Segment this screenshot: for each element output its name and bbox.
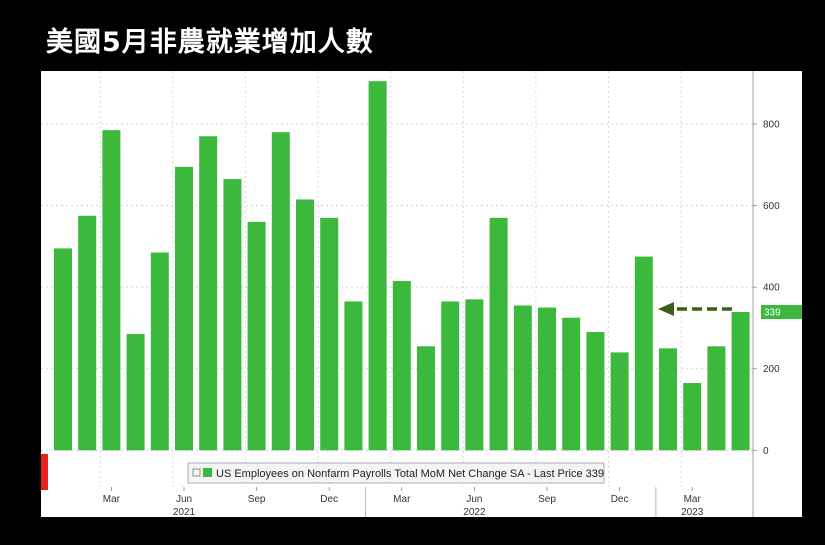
headline: 美國5月非農就業增加人數 — [46, 27, 374, 58]
bar — [634, 256, 653, 451]
last-price-label-text: 339 — [764, 308, 781, 319]
bar — [223, 179, 242, 451]
bar — [731, 312, 750, 451]
bar — [320, 217, 339, 451]
x-tick-label: Dec — [611, 494, 629, 505]
x-tick-label: Dec — [320, 494, 338, 505]
x-axis: Mar Jun 2021 Sep Dec Mar Jun 2022 Sep Dec Mar 2023 — [103, 487, 704, 517]
legend-text: US Employees on Nonfarm Payrolls Total M… — [216, 468, 604, 480]
bar — [247, 221, 266, 451]
bar — [513, 305, 532, 451]
bar — [417, 346, 435, 451]
x-tick-label: Mar — [684, 494, 702, 505]
bar — [344, 301, 363, 451]
bar — [683, 383, 702, 451]
bar — [54, 248, 72, 451]
bar — [78, 215, 97, 451]
bar — [707, 346, 726, 451]
bar — [659, 348, 677, 451]
last-price-label-bg — [761, 305, 802, 320]
bar — [586, 332, 605, 451]
last-price-label: 339 — [761, 305, 802, 320]
bar-chart: 0 200 400 600 800 Mar Jun 2021 Sep Dec Mar Jun 2022… — [41, 71, 802, 517]
legend-expand-icon — [192, 468, 201, 477]
y-tick-label: 400 — [763, 283, 780, 294]
bar — [489, 217, 508, 451]
x-tick-label: Sep — [538, 494, 556, 505]
bar — [150, 252, 169, 451]
bar — [368, 81, 387, 451]
bar — [199, 136, 218, 451]
chart-area: 0 200 400 600 800 Mar Jun 2021 Sep Dec Mar Jun 2022… — [41, 71, 802, 517]
bar — [465, 299, 484, 451]
bar — [271, 132, 290, 451]
x-tick-label: Jun — [466, 494, 482, 505]
y-tick-label: 600 — [763, 201, 780, 212]
bar — [392, 281, 411, 451]
x-tick-label: Jun — [176, 494, 192, 505]
last-price-arrow — [658, 302, 737, 317]
y-tick-label: 0 — [763, 446, 769, 457]
bar — [441, 301, 460, 451]
bar — [296, 199, 314, 451]
x-year-label: 2023 — [681, 507, 704, 517]
x-tick-label: Sep — [248, 494, 266, 505]
arrow-head — [658, 302, 674, 317]
y-axis: 0 200 400 600 800 — [752, 71, 780, 517]
bar — [562, 317, 581, 451]
x-tick-label: Mar — [103, 494, 121, 505]
bars — [54, 81, 750, 451]
bar — [126, 334, 145, 451]
legend-swatch — [203, 468, 212, 477]
x-tick-label: Mar — [393, 494, 411, 505]
bar — [102, 130, 121, 451]
x-year-label: 2022 — [463, 507, 486, 517]
bar — [175, 166, 193, 451]
legend: US Employees on Nonfarm Payrolls Total M… — [187, 462, 605, 484]
left-edge-marker — [41, 454, 48, 490]
y-tick-label: 200 — [763, 364, 780, 375]
bar — [610, 352, 629, 451]
y-tick-label: 800 — [763, 120, 780, 131]
x-year-label: 2021 — [173, 507, 196, 517]
legend-box — [187, 462, 605, 484]
bar — [538, 307, 556, 451]
